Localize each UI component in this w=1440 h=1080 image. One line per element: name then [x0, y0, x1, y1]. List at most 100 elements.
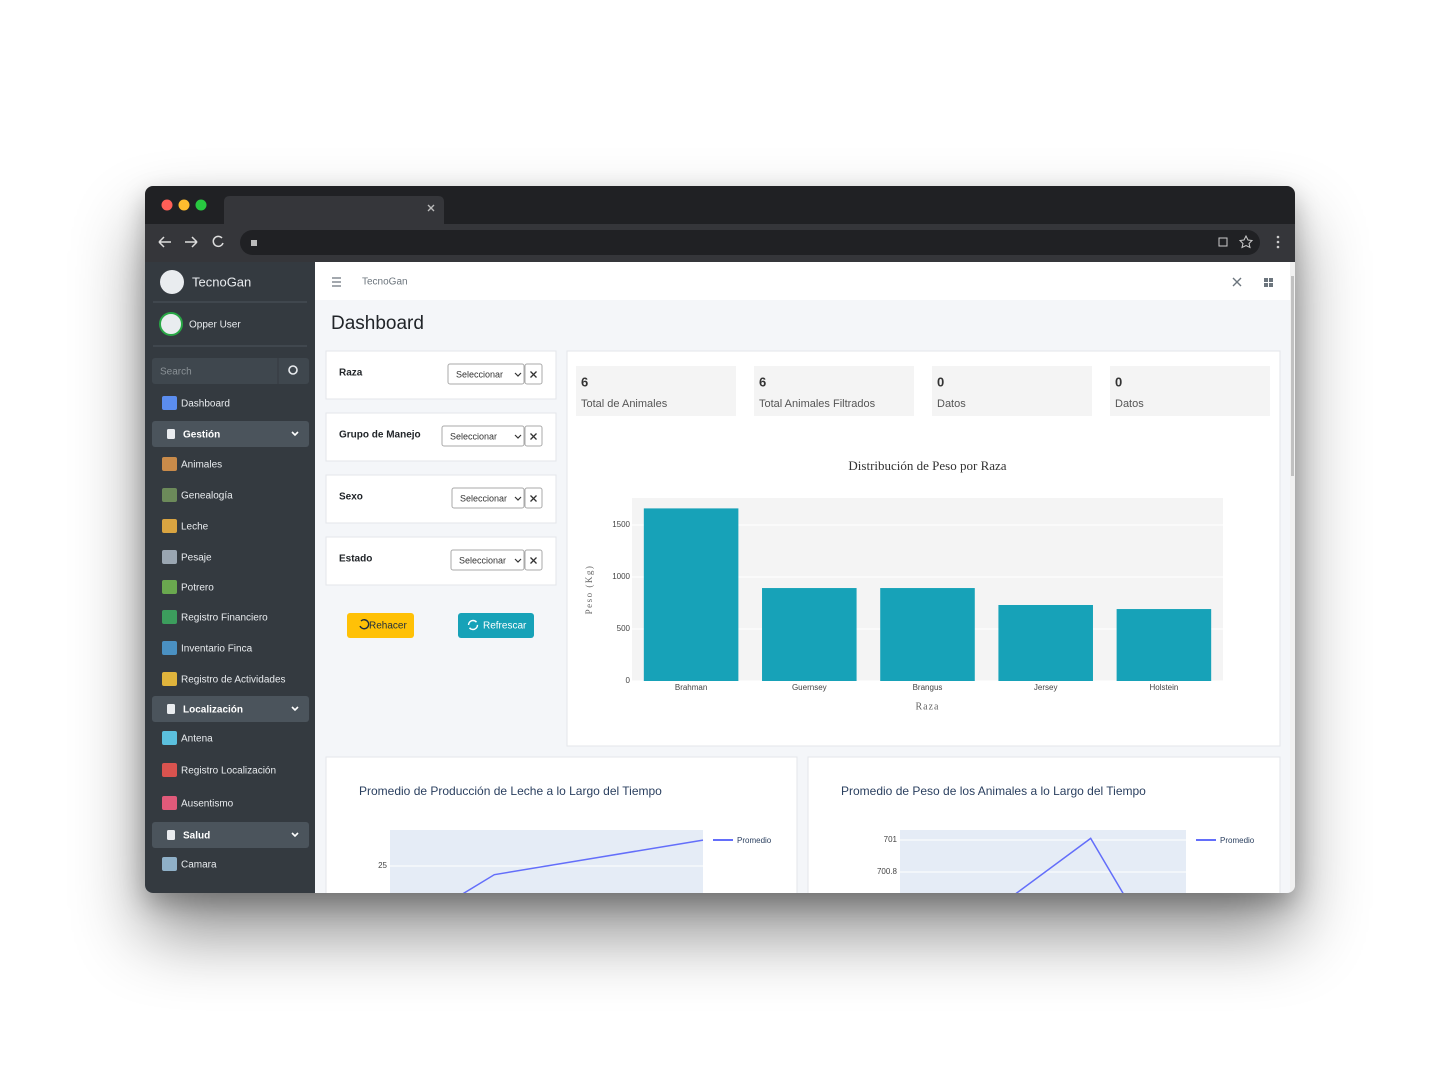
menu-icon [167, 429, 175, 439]
scrollbar [1290, 262, 1295, 893]
bar[interactable] [643, 508, 739, 681]
close-dot[interactable] [161, 199, 173, 211]
menu-chevron [291, 431, 299, 437]
menu-item-label[interactable]: Antena [181, 734, 213, 745]
tab[interactable] [224, 196, 444, 224]
stat-box [754, 366, 914, 416]
filters: Raza Seleccionar Grupo de Manejo Selecciona… [325, 350, 557, 586]
user-avatar [159, 312, 183, 336]
search-placeholder: Search [160, 367, 192, 378]
legend-label[interactable]: Promedio [737, 836, 772, 845]
clear-icon [530, 371, 537, 378]
bar[interactable] [998, 604, 1093, 681]
reload-button[interactable] [212, 235, 224, 248]
menu-item-label[interactable]: Registro Localización [181, 766, 276, 777]
menu-item-label[interactable]: Dashboard [181, 399, 230, 410]
y-tick-label: 700.8 [877, 867, 898, 876]
menu-icon [162, 519, 177, 533]
menu-item-label[interactable]: Ausentismo [181, 799, 234, 810]
y-tick-label: 500 [617, 624, 631, 633]
menu-item-label[interactable]: Pesaje [181, 553, 212, 564]
tab-close[interactable] [427, 204, 435, 212]
line-charts: Promedio de Producción de Leche a lo Lar… [359, 784, 1255, 893]
filter-select[interactable] [450, 549, 525, 571]
filter-select-text[interactable]: Seleccionar [459, 555, 506, 565]
menu-item-label[interactable]: Camara [181, 860, 217, 871]
stat-label: Total de Animales [581, 398, 668, 410]
menu-icon[interactable] [1276, 235, 1280, 249]
search-icon[interactable] [288, 365, 298, 375]
y-tick-label: 25 [378, 861, 387, 870]
redo-icon [359, 619, 370, 630]
filter-label: Sexo [339, 492, 363, 503]
user-name[interactable]: Opper User [189, 320, 241, 331]
filter-select[interactable] [441, 425, 525, 447]
back-button[interactable] [158, 236, 171, 248]
menu-item-label[interactable]: Registro Financiero [181, 613, 268, 624]
y-tick-label: 1500 [612, 520, 630, 529]
menu-item-label[interactable]: Registro de Actividades [181, 675, 286, 686]
stat-value: 0 [937, 374, 944, 389]
menu-section-label[interactable]: Localización [183, 705, 243, 716]
maximize-dot[interactable] [195, 199, 207, 211]
menu-item-label[interactable]: Genealogía [181, 491, 233, 502]
line-series[interactable] [390, 839, 704, 893]
filter-select[interactable] [451, 487, 525, 509]
bar[interactable] [1116, 609, 1212, 681]
filter-select-text[interactable]: Seleccionar [450, 431, 497, 441]
y-tick-label: 1000 [612, 572, 630, 581]
menu-icon [162, 396, 177, 410]
refresh-label: Refrescar [483, 621, 527, 632]
plot-area [900, 830, 1186, 893]
bar[interactable] [880, 588, 975, 681]
menu-icon [162, 610, 177, 624]
menu-section[interactable] [152, 421, 309, 447]
lock-icon [251, 240, 257, 246]
filter-label: Grupo de Manejo [339, 430, 421, 441]
menu-item-label[interactable]: Inventario Finca [181, 644, 253, 655]
menu-section[interactable] [152, 822, 309, 848]
filter-select[interactable] [447, 363, 525, 385]
bar-chart: Distribución de Peso por Raza 0 500 1000 150… [584, 458, 1223, 712]
menu-section-label[interactable]: Salud [183, 831, 210, 842]
filter-select-text[interactable]: Seleccionar [460, 493, 507, 503]
forward-button[interactable] [185, 236, 198, 248]
hamburger[interactable] [332, 277, 341, 287]
menu-icon [162, 857, 177, 871]
minimize-dot[interactable] [178, 199, 190, 211]
filter-select-text[interactable]: Seleccionar [456, 369, 503, 379]
stat-value: 6 [581, 374, 588, 389]
brand-name[interactable]: TecnoGan [192, 274, 251, 289]
y-axis-label: Peso (Kg) [584, 565, 594, 615]
share-icon[interactable] [1218, 237, 1228, 247]
legend-label[interactable]: Promedio [1220, 836, 1255, 845]
filter-label: Estado [339, 554, 372, 565]
plot-area [390, 830, 703, 893]
stat-label: Datos [937, 398, 966, 410]
search-box[interactable] [152, 358, 309, 384]
breadcrumb[interactable]: TecnoGan [362, 277, 408, 288]
stat-box [576, 366, 736, 416]
line-series[interactable] [900, 837, 1186, 893]
menu-icon [162, 641, 177, 655]
menu-icon [162, 457, 177, 471]
browser-window: TecnoGan Opper User Search Dashboard Gest… [145, 186, 1295, 893]
select-chevron [514, 558, 522, 563]
brand-logo [160, 270, 184, 294]
menu-section-label[interactable]: Gestión [183, 430, 220, 441]
stat-value: 6 [759, 374, 766, 389]
bookmark-icon[interactable] [1238, 234, 1254, 249]
navbar [315, 262, 1290, 300]
menu-item-label[interactable]: Potrero [181, 583, 214, 594]
apps-icon[interactable] [1264, 278, 1273, 287]
bar[interactable] [762, 588, 857, 681]
address-bar[interactable] [240, 230, 1260, 255]
menu-item-label[interactable]: Animales [181, 460, 222, 471]
scroll-thumb[interactable] [1291, 276, 1294, 476]
menu-section[interactable] [152, 696, 309, 722]
clear-icon [530, 557, 537, 564]
refresh-button[interactable] [458, 613, 534, 638]
x-tick-label: Guernsey [792, 683, 827, 692]
menu-item-label[interactable]: Leche [181, 522, 209, 533]
fullscreen-icon[interactable] [1232, 277, 1242, 287]
